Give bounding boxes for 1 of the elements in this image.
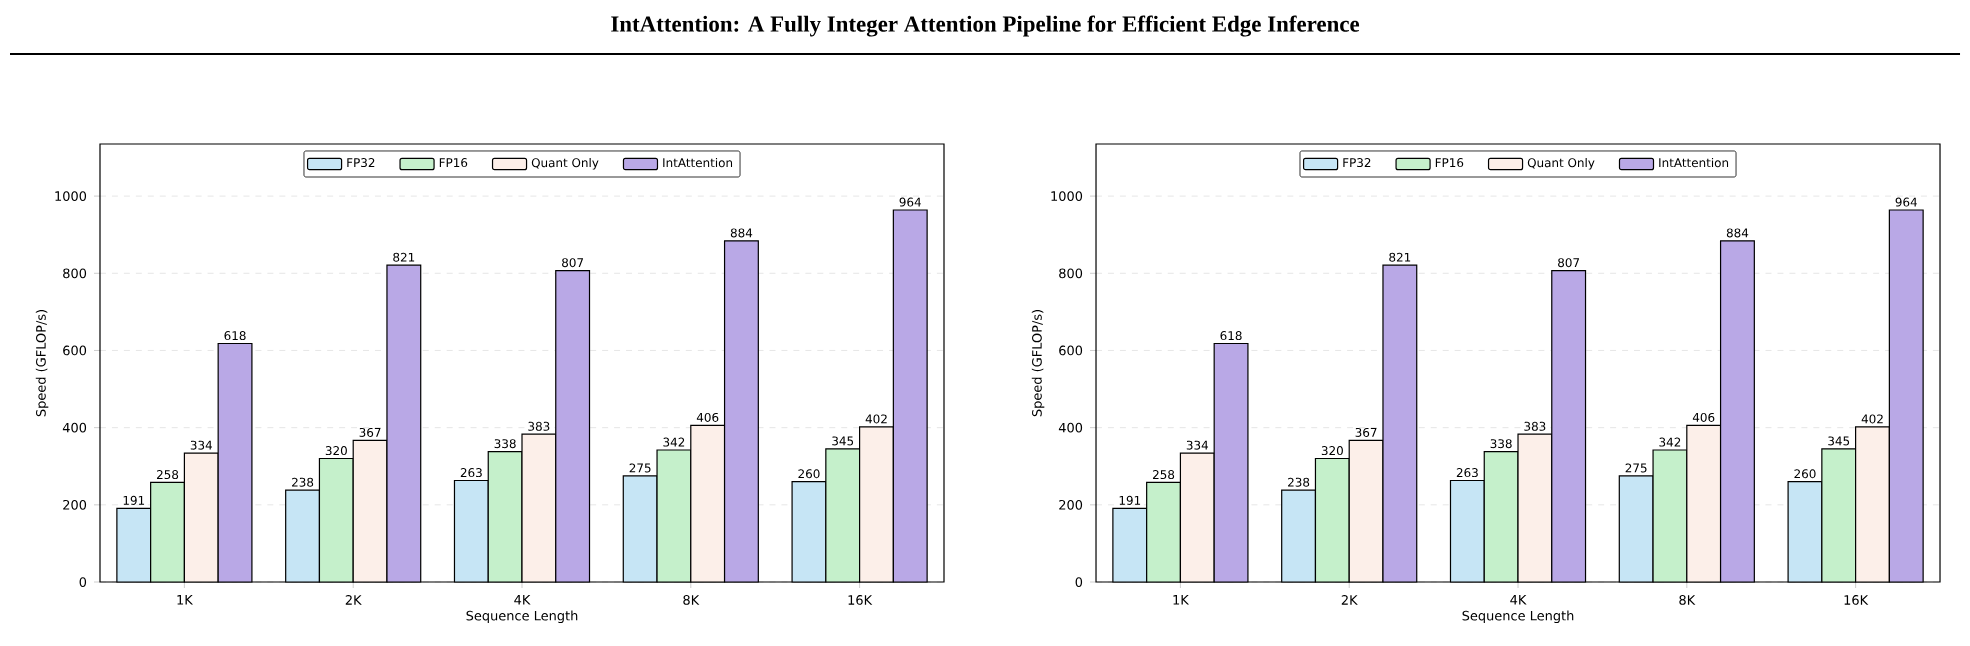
chart-title: IntAttention: A Fully Integer Attention Pipeline for Efficient Edge Inference	[611, 15, 1360, 37]
